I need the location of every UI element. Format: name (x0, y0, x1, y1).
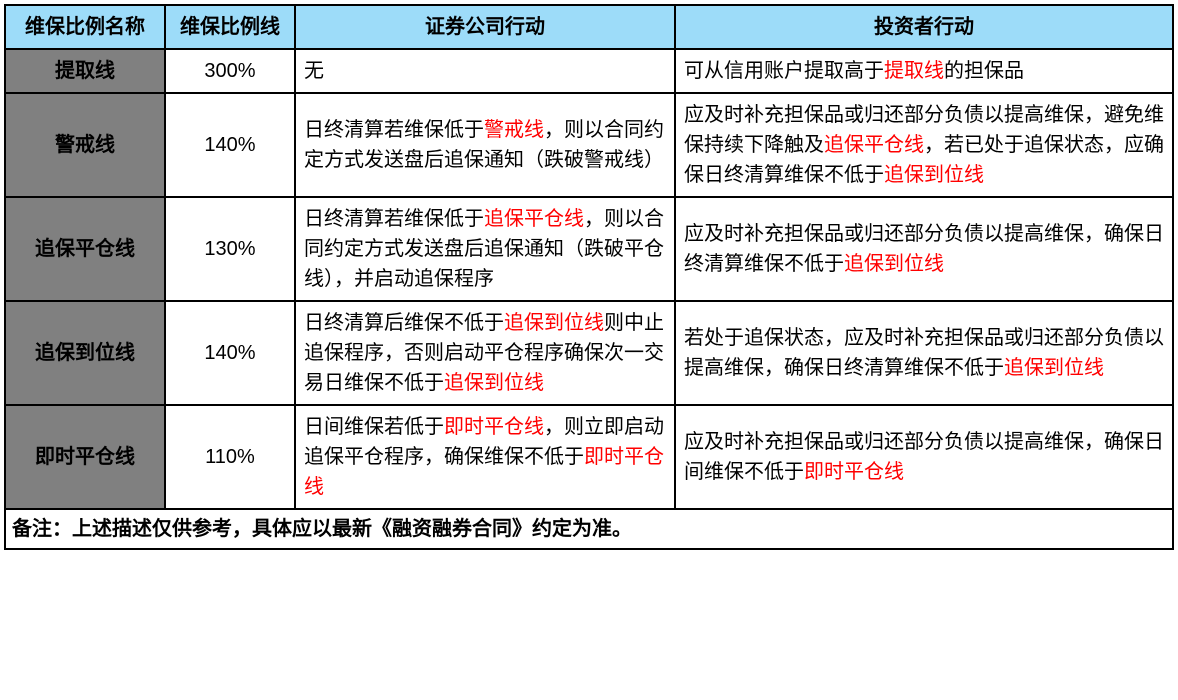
table-row: 追保到位线140%日终清算后维保不低于追保到位线则中止追保程序，否则启动平仓程序… (5, 301, 1173, 405)
text-segment: 无 (304, 60, 324, 82)
cell-name: 警戒线 (5, 93, 165, 197)
table-row: 警戒线140%日终清算若维保低于警戒线，则以合同约定方式发送盘后追保通知（跌破警… (5, 93, 1173, 197)
highlight-text: 追保平仓线 (824, 134, 924, 156)
text-segment: 日间维保若低于 (304, 416, 444, 438)
cell-ratio: 140% (165, 93, 295, 197)
table-footnote: 备注：上述描述仅供参考，具体应以最新《融资融券合同》约定为准。 (5, 509, 1173, 549)
highlight-text: 追保到位线 (504, 312, 604, 334)
table-row: 即时平仓线110%日间维保若低于即时平仓线，则立即启动追保平仓程序，确保维保不低… (5, 405, 1173, 509)
header-investor: 投资者行动 (675, 5, 1173, 49)
highlight-text: 追保到位线 (844, 253, 944, 275)
text-segment: 日终清算若维保低于 (304, 208, 484, 230)
cell-name: 追保到位线 (5, 301, 165, 405)
cell-name: 提取线 (5, 49, 165, 93)
highlight-text: 追保到位线 (884, 164, 984, 186)
cell-investor-action: 应及时补充担保品或归还部分负债以提高维保，避免维保持续下降触及追保平仓线，若已处… (675, 93, 1173, 197)
text-segment: 日终清算后维保不低于 (304, 312, 504, 334)
margin-ratio-table: 维保比例名称 维保比例线 证券公司行动 投资者行动 提取线300%无可从信用账户… (4, 4, 1174, 550)
table-footnote-row: 备注：上述描述仅供参考，具体应以最新《融资融券合同》约定为准。 (5, 509, 1173, 549)
highlight-text: 即时平仓线 (444, 416, 544, 438)
cell-broker-action: 日终清算若维保低于追保平仓线，则以合同约定方式发送盘后追保通知（跌破平仓线），并… (295, 197, 675, 301)
table-header-row: 维保比例名称 维保比例线 证券公司行动 投资者行动 (5, 5, 1173, 49)
cell-broker-action: 日间维保若低于即时平仓线，则立即启动追保平仓程序，确保维保不低于即时平仓线 (295, 405, 675, 509)
cell-ratio: 140% (165, 301, 295, 405)
header-ratio: 维保比例线 (165, 5, 295, 49)
text-segment: 的担保品 (944, 60, 1024, 82)
cell-broker-action: 无 (295, 49, 675, 93)
highlight-text: 追保到位线 (444, 372, 544, 394)
cell-ratio: 110% (165, 405, 295, 509)
cell-investor-action: 若处于追保状态，应及时补充担保品或归还部分负债以提高维保，确保日终清算维保不低于… (675, 301, 1173, 405)
cell-ratio: 130% (165, 197, 295, 301)
cell-broker-action: 日终清算后维保不低于追保到位线则中止追保程序，否则启动平仓程序确保次一交易日维保… (295, 301, 675, 405)
highlight-text: 警戒线 (484, 119, 544, 141)
highlight-text: 追保平仓线 (484, 208, 584, 230)
table-row: 提取线300%无可从信用账户提取高于提取线的担保品 (5, 49, 1173, 93)
cell-ratio: 300% (165, 49, 295, 93)
highlight-text: 提取线 (884, 60, 944, 82)
table-body: 提取线300%无可从信用账户提取高于提取线的担保品警戒线140%日终清算若维保低… (5, 49, 1173, 509)
text-segment: 应及时补充担保品或归还部分负债以提高维保，确保日间维保不低于 (684, 431, 1164, 483)
cell-investor-action: 应及时补充担保品或归还部分负债以提高维保，确保日终清算维保不低于追保到位线 (675, 197, 1173, 301)
cell-broker-action: 日终清算若维保低于警戒线，则以合同约定方式发送盘后追保通知（跌破警戒线） (295, 93, 675, 197)
cell-name: 追保平仓线 (5, 197, 165, 301)
text-segment: 日终清算若维保低于 (304, 119, 484, 141)
highlight-text: 即时平仓线 (804, 461, 904, 483)
table-row: 追保平仓线130%日终清算若维保低于追保平仓线，则以合同约定方式发送盘后追保通知… (5, 197, 1173, 301)
cell-investor-action: 可从信用账户提取高于提取线的担保品 (675, 49, 1173, 93)
text-segment: 可从信用账户提取高于 (684, 60, 884, 82)
cell-investor-action: 应及时补充担保品或归还部分负债以提高维保，确保日间维保不低于即时平仓线 (675, 405, 1173, 509)
highlight-text: 追保到位线 (1004, 357, 1104, 379)
cell-name: 即时平仓线 (5, 405, 165, 509)
header-name: 维保比例名称 (5, 5, 165, 49)
header-broker: 证券公司行动 (295, 5, 675, 49)
